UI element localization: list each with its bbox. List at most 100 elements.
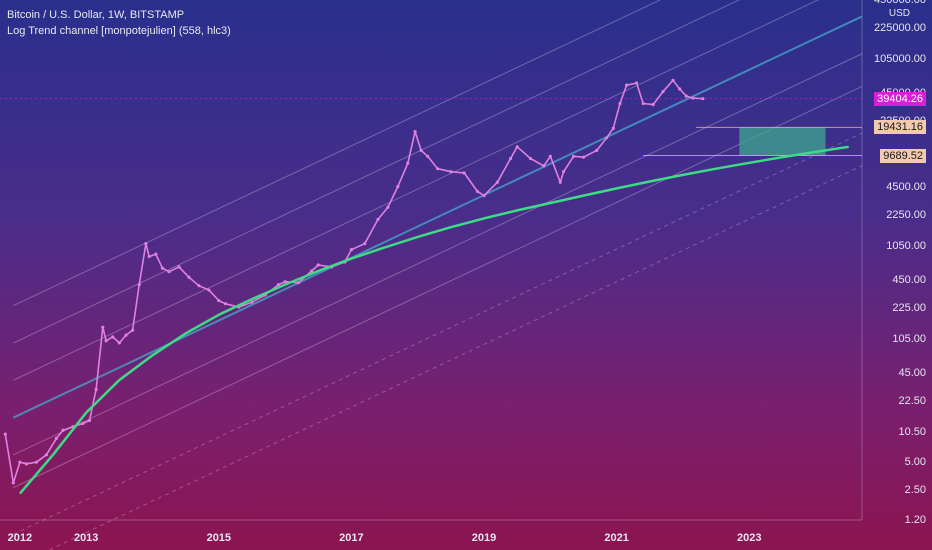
price-point bbox=[104, 339, 108, 343]
price-point bbox=[81, 421, 85, 426]
price-point bbox=[542, 164, 546, 168]
target-zone bbox=[739, 127, 826, 156]
price-point bbox=[684, 94, 688, 98]
price-point bbox=[625, 83, 629, 87]
price-point bbox=[187, 275, 191, 279]
price-point bbox=[449, 170, 453, 174]
price-point bbox=[605, 136, 609, 140]
price-point bbox=[363, 242, 367, 246]
current-price-label: 39404.26 bbox=[874, 91, 926, 106]
price-point bbox=[44, 453, 49, 457]
channel-line bbox=[13, 53, 863, 456]
price-point bbox=[691, 96, 695, 100]
price-point bbox=[413, 129, 417, 134]
y-tick-label: 45.00 bbox=[898, 367, 926, 380]
price-point bbox=[508, 156, 513, 161]
price-point bbox=[462, 171, 466, 175]
price-point bbox=[528, 156, 533, 161]
price-point bbox=[581, 155, 586, 159]
price-point bbox=[296, 281, 300, 285]
price-point bbox=[3, 432, 7, 436]
price-point bbox=[87, 418, 92, 423]
y-tick-label: 5.00 bbox=[904, 456, 926, 469]
price-point bbox=[11, 481, 15, 485]
channel-line bbox=[13, 0, 819, 381]
price-point bbox=[131, 328, 135, 332]
price-point bbox=[54, 436, 58, 440]
y-tick-label: 22.50 bbox=[898, 395, 926, 408]
price-point bbox=[651, 103, 655, 107]
price-point bbox=[419, 148, 423, 152]
y-tick-label: 105000.00 bbox=[874, 52, 926, 65]
price-point bbox=[223, 302, 228, 306]
price-point bbox=[250, 300, 254, 304]
price-point bbox=[160, 266, 165, 270]
price-point bbox=[276, 283, 281, 287]
price-point bbox=[436, 167, 440, 171]
price-point bbox=[197, 284, 201, 288]
price-point bbox=[571, 154, 576, 158]
y-tick-label: 4500.00 bbox=[886, 180, 926, 193]
price-point bbox=[396, 184, 400, 189]
price-point bbox=[147, 254, 151, 259]
x-tick-label: 2013 bbox=[73, 532, 99, 544]
price-point bbox=[310, 269, 314, 273]
price-point bbox=[34, 460, 39, 464]
x-tick-label: 2015 bbox=[206, 532, 232, 544]
price-point bbox=[376, 217, 380, 222]
price-point bbox=[386, 205, 390, 209]
price-point bbox=[18, 460, 22, 464]
channel-line bbox=[13, 0, 741, 344]
price-point bbox=[671, 78, 675, 82]
price-point bbox=[475, 189, 480, 193]
channel-line bbox=[12, 15, 863, 419]
price-point bbox=[611, 126, 615, 130]
x-tick-label: 2023 bbox=[737, 532, 762, 544]
y-tick-label: 2250.00 bbox=[886, 208, 926, 221]
price-point bbox=[94, 387, 98, 392]
price-point bbox=[426, 154, 430, 158]
y-tick-label: 225000.00 bbox=[874, 22, 926, 35]
symbol-title: Bitcoin / U.S. Dollar, 1W, BITSTAMP bbox=[7, 9, 185, 21]
level-price-label: 19431.16 bbox=[874, 120, 926, 135]
price-point bbox=[349, 247, 354, 252]
price-point bbox=[177, 265, 181, 269]
price-point bbox=[701, 97, 705, 101]
channel-line bbox=[13, 0, 662, 307]
price-point bbox=[548, 154, 552, 158]
y-tick-label: 1050.00 bbox=[886, 239, 926, 252]
price-point bbox=[137, 283, 141, 287]
channel-line bbox=[13, 85, 863, 489]
price-point bbox=[515, 145, 519, 149]
channel-line-dashed bbox=[13, 132, 863, 535]
y-tick-label: 225.00 bbox=[892, 301, 926, 314]
price-point bbox=[61, 428, 65, 432]
price-point bbox=[641, 101, 645, 106]
trend-curve bbox=[18, 145, 849, 495]
price-point bbox=[634, 81, 639, 85]
y-tick-label: 105.00 bbox=[892, 332, 926, 345]
price-point bbox=[618, 101, 622, 106]
price-point bbox=[482, 194, 486, 198]
x-tick-label: 2017 bbox=[339, 532, 364, 544]
price-point bbox=[283, 280, 287, 284]
price-point bbox=[154, 252, 158, 256]
price-point bbox=[217, 298, 221, 303]
price-point bbox=[117, 341, 121, 345]
y-tick-label: 1.20 bbox=[904, 514, 926, 526]
price-point bbox=[101, 325, 105, 329]
indicator-title: Log Trend channel [monpotejulien] (558, … bbox=[7, 25, 231, 37]
price-point bbox=[24, 462, 29, 466]
y-axis-unit: USD bbox=[888, 8, 910, 19]
price-point bbox=[207, 288, 211, 292]
price-point bbox=[316, 263, 320, 267]
level-price-label: 9689.52 bbox=[880, 148, 926, 163]
price-point bbox=[167, 270, 171, 274]
price-point bbox=[661, 89, 665, 94]
price-point bbox=[144, 242, 148, 246]
y-tick-label: 450000.00 bbox=[874, 0, 926, 6]
price-point bbox=[595, 148, 599, 152]
x-tick-label: 2021 bbox=[604, 532, 629, 544]
